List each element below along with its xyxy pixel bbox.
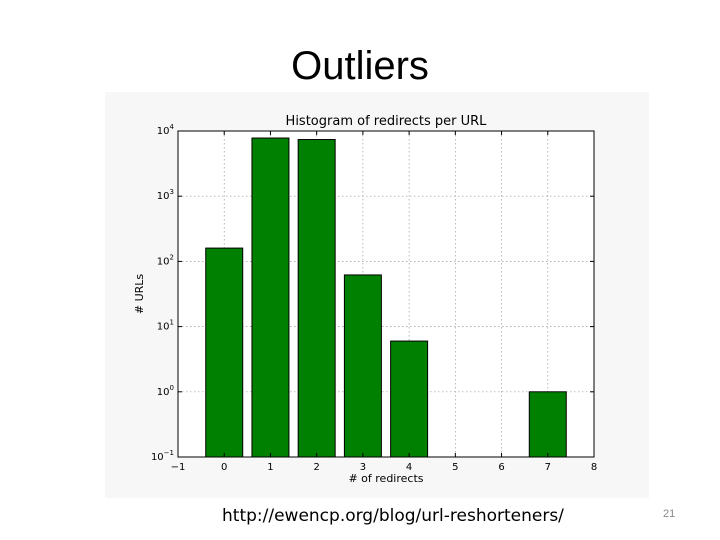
x-axis-label: # of redirects bbox=[348, 472, 423, 485]
source-url-link[interactable]: http://ewencp.org/blog/url-reshorteners/ bbox=[222, 506, 564, 526]
y-tick-label: 102 bbox=[157, 253, 174, 267]
histogram-bar bbox=[390, 340, 429, 458]
plot-area bbox=[178, 131, 594, 457]
histogram-chart: −1 0 1 2 3 4 5 6 7 8 10−1 100 101 102 103 104 Histogram… bbox=[105, 92, 649, 498]
x-tick-label: 6 bbox=[498, 462, 504, 473]
y-tick-label: 10−1 bbox=[151, 449, 174, 463]
histogram-bar bbox=[297, 139, 336, 458]
histogram-bar bbox=[343, 274, 382, 458]
plot-frame bbox=[177, 130, 595, 458]
y-tick-label: 100 bbox=[157, 384, 174, 398]
histogram-bar bbox=[205, 247, 244, 458]
x-tick-label: 4 bbox=[406, 462, 412, 473]
histogram-bar bbox=[528, 391, 567, 458]
x-tick-label: 3 bbox=[360, 462, 366, 473]
y-axis-label: # URLs bbox=[133, 274, 146, 315]
x-tick-label: 2 bbox=[313, 462, 319, 473]
bars-layer bbox=[205, 137, 567, 458]
slide-title: Outliers bbox=[291, 44, 429, 88]
x-tick-label: −1 bbox=[171, 462, 186, 473]
grid-layer bbox=[178, 131, 594, 457]
y-tick-label: 101 bbox=[157, 319, 174, 333]
y-tick-label: 103 bbox=[157, 188, 174, 202]
histogram-figure: −1 0 1 2 3 4 5 6 7 8 10−1 100 101 102 103 104 Histogram… bbox=[105, 92, 649, 498]
ticks-layer: −1 0 1 2 3 4 5 6 7 8 10−1 100 101 102 103 104 bbox=[151, 123, 597, 473]
x-tick-label: 1 bbox=[267, 462, 273, 473]
x-tick-label: 8 bbox=[591, 462, 597, 473]
x-tick-label: 0 bbox=[221, 462, 227, 473]
x-tick-label: 7 bbox=[545, 462, 551, 473]
x-tick-label: 5 bbox=[452, 462, 458, 473]
page-number: 21 bbox=[663, 508, 676, 520]
y-tick-label: 104 bbox=[157, 123, 175, 137]
histogram-bar bbox=[251, 137, 290, 458]
chart-title: Histogram of redirects per URL bbox=[286, 114, 488, 129]
